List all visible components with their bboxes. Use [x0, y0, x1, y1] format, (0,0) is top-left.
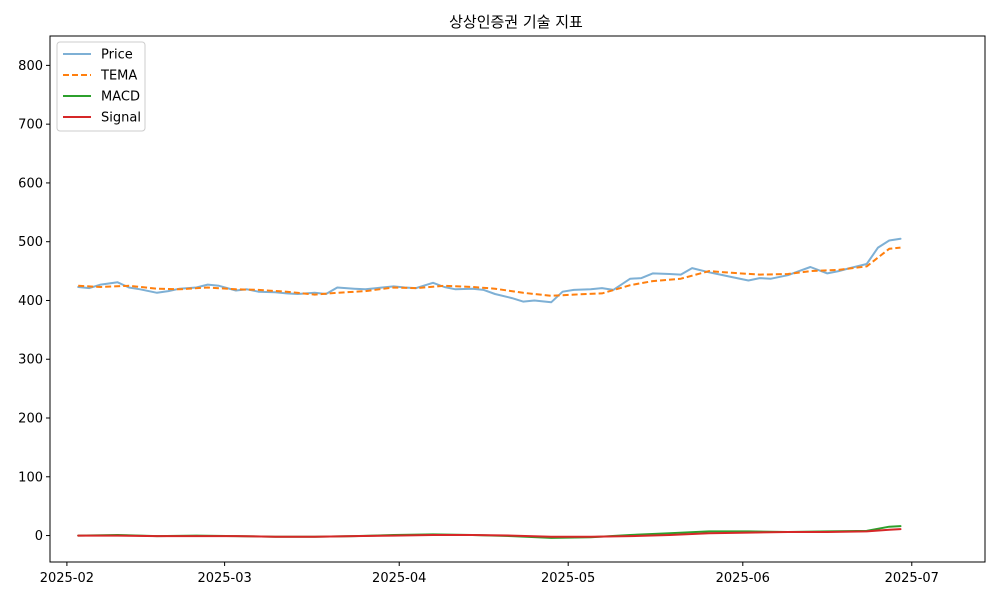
- series-line-price: [77, 237, 902, 304]
- y-tick-label: 600: [18, 176, 43, 191]
- chart-title: 상상인증권 기술 지표: [449, 13, 583, 31]
- series-line-tema: [78, 246, 901, 297]
- legend-label-tema: TEMA: [100, 69, 137, 84]
- legend-label-price: Price: [101, 48, 133, 63]
- y-tick-label: 300: [18, 353, 43, 368]
- x-tick-label: 2025-05: [541, 571, 595, 586]
- legend-box: [56, 41, 146, 132]
- series-line-signal: [77, 528, 902, 538]
- plot-frame: [49, 35, 986, 563]
- y-tick-label: 400: [18, 294, 43, 309]
- legend-label-macd: MACD: [101, 90, 140, 105]
- x-tick-label: 2025-04: [372, 571, 426, 586]
- x-tick-label: 2025-07: [885, 571, 939, 586]
- x-tick-label: 2025-02: [40, 571, 94, 586]
- legend: Price TEMA MACD Signal: [56, 41, 146, 132]
- x-tick-label: 2025-06: [716, 571, 770, 586]
- legend-label-signal: Signal: [101, 111, 141, 126]
- y-tick-label: 100: [18, 470, 43, 485]
- y-tick-label: 0: [35, 529, 43, 544]
- series-layer: [77, 237, 902, 539]
- y-tick-label: 800: [18, 59, 43, 74]
- axes-layer: 0 100 200 300 400 500 600 700 800 2025-02 2025-03 2…: [18, 35, 986, 586]
- x-tick-label: 2025-03: [197, 571, 251, 586]
- y-tick-label: 500: [18, 235, 43, 250]
- y-tick-label: 700: [18, 118, 43, 133]
- y-tick-label: 200: [18, 412, 43, 427]
